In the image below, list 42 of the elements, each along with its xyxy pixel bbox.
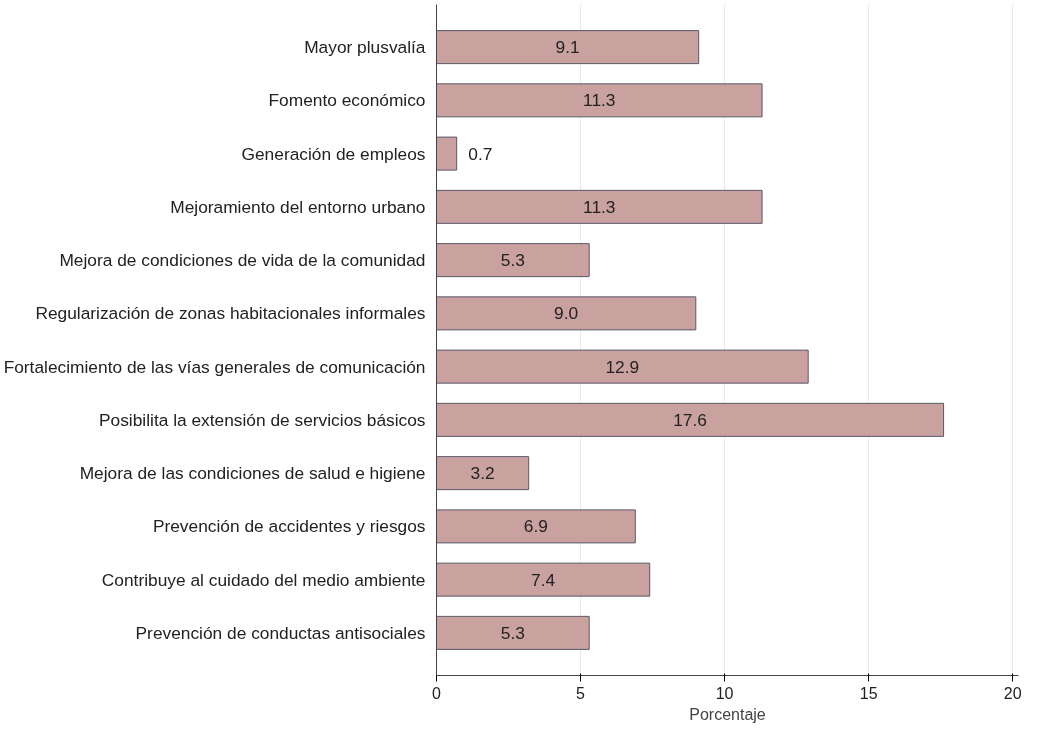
data-label: 9.0 — [554, 303, 579, 324]
data-label: 17.6 — [673, 409, 707, 430]
y-tick-label: Contribuye al cuidado del medio ambiente — [101, 569, 426, 590]
y-tick-label: Prevención de accidentes y riesgos — [152, 516, 426, 537]
bar — [436, 243, 590, 278]
y-tick-label: Mejora de las condiciones de salud e higiene — [79, 463, 426, 484]
bar — [436, 83, 763, 118]
bar — [436, 189, 763, 224]
data-label: 6.9 — [523, 516, 548, 537]
y-tick-label: Mayor plusvalía — [304, 37, 426, 58]
y-tick-label: Generación de empleos — [241, 143, 426, 164]
data-label: 5.3 — [500, 250, 525, 271]
data-label: 12.9 — [605, 356, 640, 377]
data-label: 11.3 — [583, 196, 616, 217]
bar — [436, 136, 458, 171]
y-tick-label: Fortalecimiento de las vías generales de comunicación — [3, 356, 426, 377]
x-tick-label: 0 — [432, 684, 442, 702]
bar — [436, 296, 697, 331]
data-label: 3.2 — [470, 463, 495, 484]
y-tick-label: Fomento económico — [268, 90, 426, 111]
data-label: 11.3 — [583, 90, 616, 111]
y-tick-label: Mejora de condiciones de vida de la comunidad — [59, 250, 426, 271]
y-tick-label: Regularización de zonas habitacionales informales — [35, 303, 426, 324]
data-label: 7.4 — [531, 569, 556, 590]
x-tick-label: 20 — [1003, 684, 1022, 702]
bar — [436, 30, 700, 65]
bar — [436, 402, 945, 437]
data-label: 0.7 — [468, 143, 493, 164]
x-axis-title: Porcentaje — [689, 705, 766, 723]
bar — [436, 349, 809, 384]
bar — [436, 509, 636, 544]
x-tick-label: 5 — [576, 684, 586, 702]
data-label: 5.3 — [500, 622, 525, 643]
y-tick-label: Prevención de conductas antisociales — [135, 622, 426, 643]
x-tick-label: 15 — [859, 684, 878, 702]
x-tick-label: 10 — [715, 684, 734, 702]
y-tick-label: Mejoramiento del entorno urbano — [170, 196, 426, 217]
y-tick-label: Posibilita la extensión de servicios básicos — [98, 409, 426, 430]
bar — [436, 456, 530, 491]
data-label: 9.1 — [555, 37, 580, 58]
bar — [436, 615, 590, 650]
bar — [436, 562, 651, 597]
